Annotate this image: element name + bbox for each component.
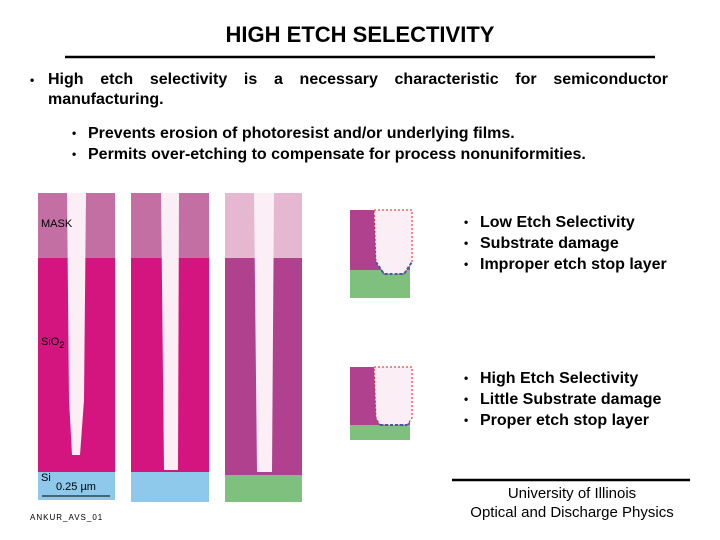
footer-line: University of Illinois [507, 485, 637, 502]
main-bullet-text: High etch selectivity is a necessary cha… [48, 71, 668, 108]
substrate-label: Si [41, 472, 51, 484]
figure-id: ANKUR_AVS_01 [30, 513, 104, 522]
trench [373, 366, 413, 426]
sub-bullets: Prevents erosion of photoresist and/or u… [70, 123, 586, 165]
substrate-layer [225, 475, 302, 502]
damage [375, 261, 413, 275]
list-item: Proper etch stop layer [462, 410, 661, 431]
list-item: Low Etch Selectivity [462, 212, 667, 233]
list-item: High Etch Selectivity [462, 368, 661, 389]
footer: University of Illinois Optical and Disch… [452, 484, 692, 522]
scale-label: 0.25 µm [56, 481, 96, 493]
substrate-layer [38, 472, 115, 500]
sub-bullet: Prevents erosion of photoresist and/or u… [70, 123, 586, 144]
trench [373, 209, 413, 275]
mask-label: MASK [41, 218, 73, 230]
list-item: Little Substrate damage [462, 389, 661, 410]
footer-line: Optical and Discharge Physics [470, 504, 674, 521]
low-selectivity-list: Low Etch Selectivity Substrate damage Im… [462, 212, 667, 275]
title: HIGH ETCH SELECTIVITY [225, 22, 495, 47]
substrate-layer [131, 472, 209, 502]
trench [161, 193, 179, 470]
oxide-label: SiO2 [41, 336, 64, 350]
high-selectivity-list: High Etch Selectivity Little Substrate d… [462, 368, 661, 431]
oxide-label-subscript: 2 [59, 340, 65, 351]
sub-bullet: Permits over-etching to compensate for p… [70, 144, 586, 165]
trench [67, 193, 86, 455]
oxide-label-text: SiO [41, 336, 60, 348]
substrate-layer [350, 425, 410, 440]
trench [254, 193, 274, 472]
list-item: Improper etch stop layer [462, 254, 667, 275]
list-item: Substrate damage [462, 233, 667, 254]
